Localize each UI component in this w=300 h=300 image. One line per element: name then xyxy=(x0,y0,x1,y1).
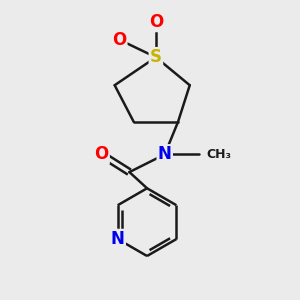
Text: CH₃: CH₃ xyxy=(206,148,231,161)
Text: S: S xyxy=(150,48,162,66)
Text: O: O xyxy=(149,13,163,31)
Text: N: N xyxy=(111,230,125,248)
Text: N: N xyxy=(158,146,172,164)
Text: O: O xyxy=(112,31,126,49)
Text: O: O xyxy=(94,146,109,164)
